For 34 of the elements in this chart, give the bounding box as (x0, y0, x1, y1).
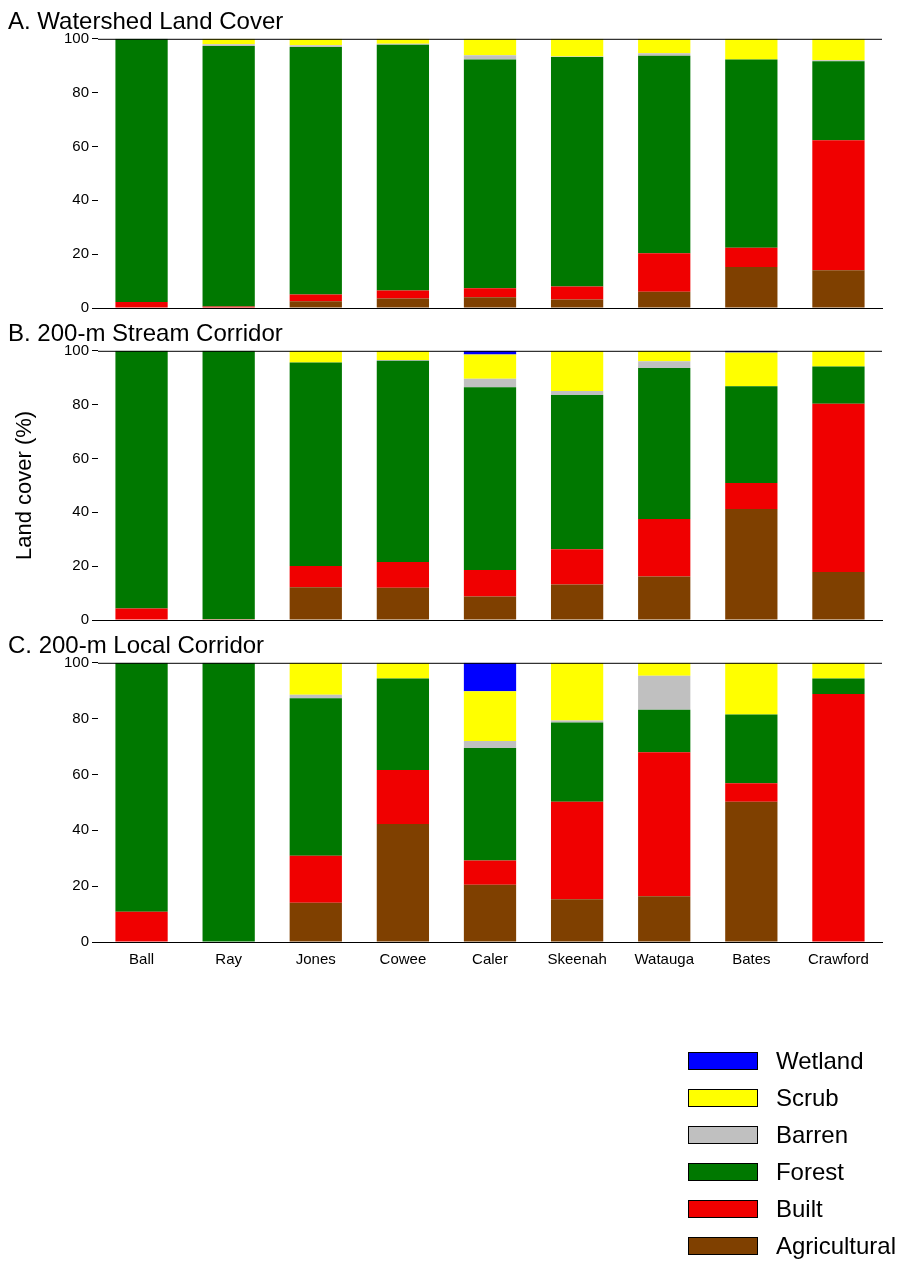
y-tick-label: 60 (72, 136, 89, 154)
x-tick-label: Crawford (808, 950, 869, 968)
legend-label: Forest (775, 1157, 844, 1186)
y-tick-label: 40 (72, 820, 89, 838)
y-tick-label: 40 (72, 502, 89, 520)
y-tick-label: 80 (72, 82, 89, 100)
y-tick-label: 40 (72, 190, 89, 208)
legend-label: Scrub (775, 1083, 839, 1112)
y-tick-label: 0 (80, 298, 89, 316)
legend-label: Built (775, 1194, 823, 1223)
y-tick-label: 60 (72, 448, 89, 466)
y-tick-label: 100 (63, 28, 89, 46)
x-tick-label: Caler (472, 950, 508, 968)
legend-label: Agricultural (775, 1231, 896, 1260)
x-tick-label: Ball (129, 950, 155, 968)
y-tick-label: 60 (72, 764, 89, 782)
y-tick-label: 100 (63, 652, 89, 670)
x-tick-label: Cowee (379, 950, 427, 968)
x-tick-label: Watauga (634, 950, 695, 968)
x-tick-label: Bates (732, 950, 771, 968)
y-tick-label: 20 (72, 244, 89, 262)
x-tick-label: Ray (215, 950, 243, 968)
y-tick-label: 20 (72, 876, 89, 894)
y-tick-label: 0 (80, 610, 89, 628)
y-tick-label: 80 (72, 394, 89, 412)
y-axis-title: Land cover (%) (11, 410, 37, 560)
x-tick-label: Skeenah (547, 950, 607, 968)
y-tick-label: 100 (63, 340, 89, 358)
y-tick-label: 20 (72, 556, 89, 574)
y-tick-label: 0 (80, 932, 89, 950)
y-tick-label: 80 (72, 708, 89, 726)
x-tick-label: Jones (295, 950, 336, 968)
legend-label: Barren (775, 1120, 848, 1149)
legend-label: Wetland (775, 1046, 864, 1075)
